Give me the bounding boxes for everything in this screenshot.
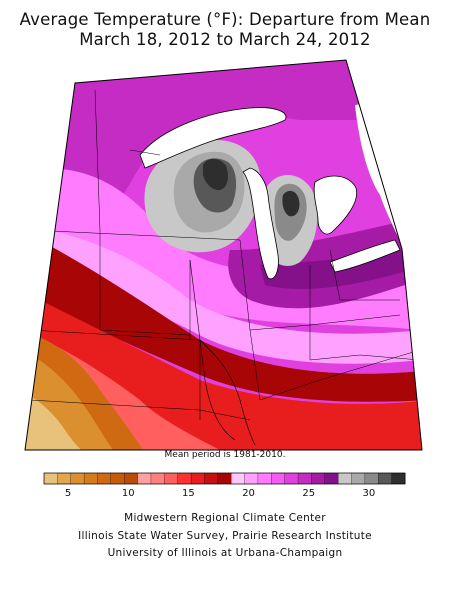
legend-swatch xyxy=(271,472,286,485)
legend-swatch xyxy=(43,472,58,485)
lake-michigan xyxy=(243,168,279,279)
map-title-line2: March 18, 2012 to March 24, 2012 xyxy=(79,30,371,49)
legend-swatch xyxy=(351,472,366,485)
mi-darkest-zone xyxy=(282,190,300,217)
legend-swatch xyxy=(124,472,139,485)
legend-swatch xyxy=(364,472,379,485)
legend-swatch xyxy=(378,472,393,485)
legend-swatch xyxy=(391,472,406,485)
lake-huron xyxy=(314,176,357,235)
legend-swatch xyxy=(97,472,112,485)
credit-line-2: Illinois State Water Survey, Prairie Res… xyxy=(78,530,372,542)
lake-superior xyxy=(140,107,286,168)
legend-swatch xyxy=(177,472,192,485)
legend-swatch xyxy=(217,472,232,485)
legend-swatch xyxy=(337,472,352,485)
legend-swatch xyxy=(70,472,85,485)
lake-erie xyxy=(330,240,400,272)
legend-swatch xyxy=(150,472,165,485)
legend-swatch xyxy=(231,472,246,485)
legend-swatch xyxy=(284,472,299,485)
legend-swatch xyxy=(110,472,125,485)
legend-swatch xyxy=(244,472,259,485)
legend-swatch xyxy=(311,472,326,485)
credit-line-3: University of Illinois at Urbana-Champai… xyxy=(107,547,343,559)
legend-swatch xyxy=(297,472,312,485)
legend-tick-label: 10 xyxy=(121,488,135,499)
legend-tick-label: 20 xyxy=(242,488,255,499)
north-magenta-zone xyxy=(60,60,380,220)
map-frame xyxy=(24,59,423,451)
legend-tick-label: 15 xyxy=(182,488,195,499)
credit-line-1: Midwestern Regional Climate Center xyxy=(124,512,326,524)
legend-swatch xyxy=(257,472,272,485)
tan-zone xyxy=(25,390,95,450)
legend-swatch xyxy=(137,472,152,485)
lake-outlines xyxy=(139,107,401,280)
state-boundaries xyxy=(29,89,421,421)
legend-tick-label: 5 xyxy=(64,488,72,499)
rivers xyxy=(189,259,256,446)
legend-tick-label: 30 xyxy=(362,488,376,499)
darkred-zone xyxy=(25,230,422,402)
light-pink-zone xyxy=(25,225,420,364)
legend-swatch xyxy=(83,472,98,485)
legend-swatch xyxy=(324,472,339,485)
legend-swatch xyxy=(204,472,219,485)
legend-swatch xyxy=(164,472,179,485)
legend-tick-label: 25 xyxy=(302,488,316,499)
legend-frame xyxy=(43,472,406,485)
legend-swatch xyxy=(57,472,72,485)
wi-darkest-zone xyxy=(203,158,228,191)
mean-period-note: Mean period is 1981-2010. xyxy=(164,450,286,460)
legend-swatch xyxy=(190,472,205,485)
map-title-line1: Average Temperature (°F): Departure from… xyxy=(19,10,431,29)
